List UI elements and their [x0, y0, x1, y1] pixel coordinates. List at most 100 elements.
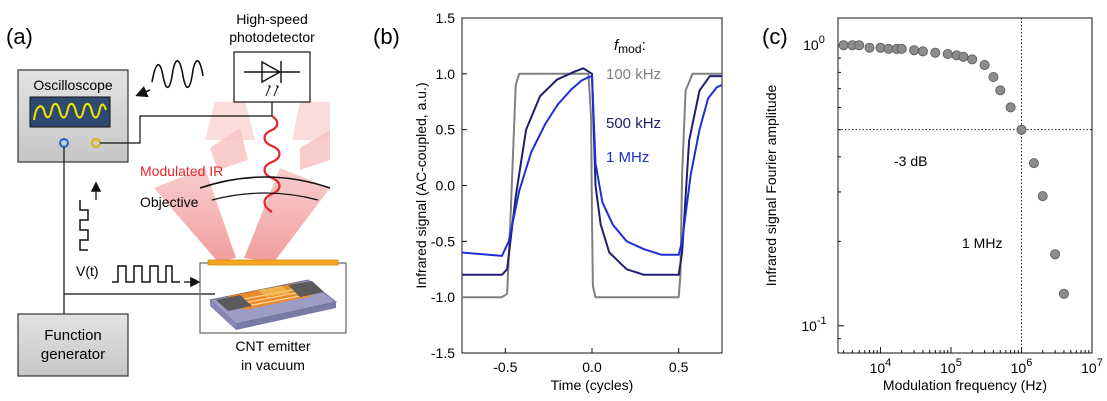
- photodetector-label-1: High-speed: [236, 11, 308, 27]
- c-point-14: [967, 54, 978, 65]
- c-point-16: [988, 72, 999, 83]
- b-series-group: [461, 67, 723, 299]
- panel-b-chart: (b) -1.5 -1.0 -0.5 0.0 0.5 1.0 1.5 -0.5 0.0 0.5 T…: [373, 10, 723, 393]
- panel-b-label: (b): [373, 24, 400, 49]
- emitter-label-1: CNT emitter: [235, 338, 311, 354]
- cnt-emitter: CNT emitter in vacuum: [199, 259, 347, 373]
- b-legend-title-f: f: [614, 37, 620, 54]
- vertical-square-wave: [79, 200, 89, 251]
- b-tick-labels: -1.5 -1.0 -0.5 0.0 0.5 1.0 1.5 -0.5 0.0 0.5: [431, 10, 689, 375]
- b-x-tick-label: -0.5: [493, 359, 517, 375]
- c-point-21: [1037, 191, 1048, 202]
- b-series-line-0: [462, 72, 722, 299]
- b-x-axis-label: Time (cycles): [551, 377, 634, 393]
- c-x-tick-exp: 7: [1097, 357, 1103, 369]
- b-legend-title: fmod:: [614, 37, 646, 56]
- c-x-tick-exp: 6: [1026, 357, 1032, 369]
- function-generator-label-1: Function: [44, 327, 102, 344]
- b-y-axis-label: Infrared signal (AC-coupled, a.u.): [413, 82, 429, 288]
- b-y-tick-label: -1.0: [431, 289, 455, 305]
- c-x-axis-label: Modulation frequency (Hz): [883, 377, 1047, 393]
- chamber-window: [207, 259, 339, 266]
- c-point-3: [864, 42, 875, 53]
- b-legend-entry-0: 100 kHz: [606, 66, 661, 83]
- b-legend-entry-1: 500 kHz: [606, 115, 661, 132]
- c-point-0: [838, 40, 849, 51]
- b-y-tick-label: -0.5: [431, 233, 455, 249]
- c-annotation-1mhz: 1 MHz: [962, 235, 1002, 251]
- c-ticks: [838, 44, 1093, 354]
- b-y-tick-label: 0.5: [436, 122, 456, 138]
- horizontal-square-wave: [112, 265, 180, 283]
- b-legend: 100 kHz 500 kHz 1 MHz: [606, 66, 661, 166]
- oscilloscope-label: Oscilloscope: [33, 77, 113, 93]
- c-x-tick-label: 104: [870, 357, 892, 376]
- c-y-tick-base: 10: [803, 37, 819, 53]
- c-point-20: [1028, 158, 1039, 169]
- c-y-tick-base: 10: [801, 318, 817, 334]
- b-x-tick-label: 0.0: [582, 359, 602, 375]
- c-plot-frame: [837, 17, 1093, 354]
- panel-c-label: (c): [762, 24, 788, 49]
- c-x-tick-base: 10: [1081, 360, 1097, 376]
- c-x-tick-label: 106: [1011, 357, 1033, 376]
- oscilloscope-screen: [29, 96, 111, 128]
- b-y-tick-label: 1.0: [436, 66, 456, 82]
- b-plot-frame: [461, 17, 723, 354]
- c-data-points: [838, 40, 1069, 299]
- c-x-tick-label: 105: [940, 357, 962, 376]
- objective-lens-bottom: [211, 192, 319, 201]
- c-point-7: [896, 43, 907, 54]
- detector-cable: [100, 102, 273, 144]
- c-point-17: [995, 85, 1006, 96]
- detector-signal-wave: [151, 60, 204, 89]
- panel-a-label: (a): [6, 24, 33, 49]
- c-point-13: [958, 51, 969, 62]
- c-y-axis-label: Infrared signal Fourier amplitude: [763, 85, 779, 287]
- scope-trace: [33, 102, 107, 121]
- c-x-tick-base: 10: [1011, 360, 1027, 376]
- oscilloscope: Oscilloscope: [17, 69, 129, 163]
- objective-lens-top: [199, 176, 331, 189]
- b-legend-entry-2: 1 MHz: [606, 149, 649, 166]
- photodetector: High-speed photodetector: [229, 11, 315, 103]
- function-generator: Function generator: [17, 313, 129, 377]
- b-legend-title-sub: mod: [618, 42, 641, 56]
- c-point-15: [979, 60, 990, 71]
- c-point-2: [854, 40, 865, 51]
- b-series-line-2: [461, 75, 723, 257]
- c-y-tick-exp: -1: [817, 315, 827, 327]
- b-y-tick-label: 0.0: [436, 178, 456, 194]
- c-point-19: [1016, 124, 1027, 135]
- c-y-tick-label: 10-1: [801, 315, 826, 334]
- voltage-label: V(t): [76, 263, 99, 279]
- b-series-line-1: [462, 67, 722, 276]
- c-point-23: [1058, 288, 1069, 299]
- b-y-tick-label: 1.5: [436, 10, 456, 26]
- c-point-11: [942, 49, 953, 60]
- panel-a-schematic: (a) Oscilloscope High-speed photodetecto…: [6, 11, 347, 377]
- ir-beam: [154, 102, 330, 262]
- c-point-8: [909, 45, 920, 56]
- c-reference-lines: [838, 18, 1092, 353]
- c-y-tick-label: 100: [803, 34, 825, 53]
- b-legend-title-colon: :: [642, 37, 646, 54]
- b-y-tick-label: -1.5: [431, 345, 455, 361]
- b-x-tick-label: 0.5: [669, 359, 689, 375]
- emitter-label-2: in vacuum: [241, 357, 305, 373]
- modulated-ir-wave: [263, 115, 281, 213]
- c-point-18: [1005, 102, 1016, 113]
- c-point-9: [917, 46, 928, 57]
- c-point-10: [930, 47, 941, 58]
- photodetector-label-2: photodetector: [229, 29, 315, 45]
- c-x-tick-base: 10: [940, 360, 956, 376]
- modulated-ir-label: Modulated IR: [140, 163, 223, 179]
- c-x-tick-label: 107: [1081, 357, 1103, 376]
- function-generator-label-2: generator: [41, 346, 105, 363]
- c-annotation-3db: -3 dB: [894, 153, 927, 169]
- c-x-tick-exp: 4: [885, 357, 891, 369]
- c-x-tick-base: 10: [870, 360, 886, 376]
